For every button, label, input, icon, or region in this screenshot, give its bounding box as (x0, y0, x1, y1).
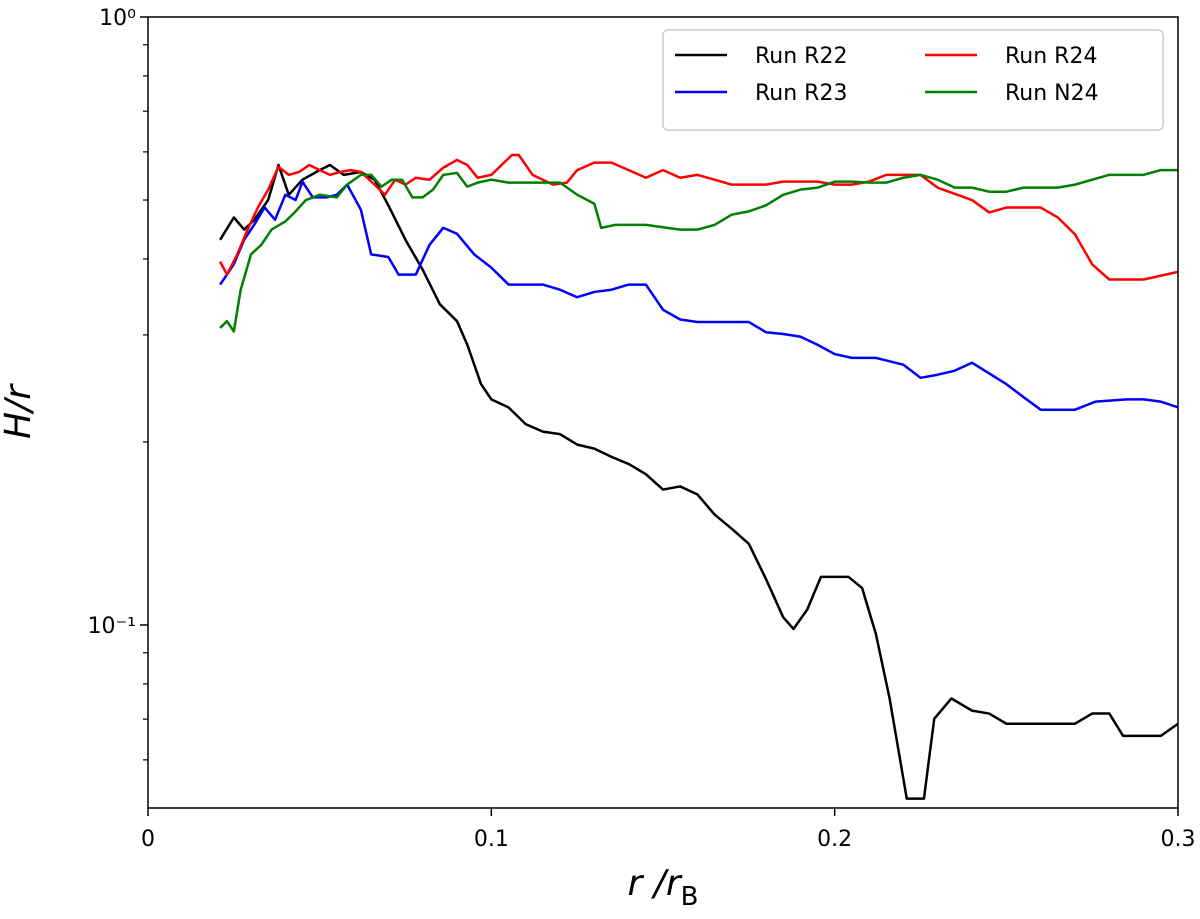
x-tick-label: 0 (141, 827, 155, 852)
series-line (219, 180, 1178, 411)
series-line (219, 163, 1178, 800)
x-axis-label-subscript: B (681, 882, 699, 912)
legend-label: Run R23 (755, 81, 847, 106)
axes-layer: 0 0.1 0.2 0.3 10⁰ 10⁻¹ (88, 6, 1196, 852)
y-tick-label: 10⁰ (99, 6, 136, 31)
lines-layer (218, 153, 1178, 800)
x-axis-label-main: r /r (627, 863, 682, 904)
legend: Run R22 Run R23 Run R24 Run N24 (662, 29, 1164, 131)
legend-box (662, 29, 1164, 131)
legend-label: Run N24 (1005, 81, 1099, 106)
legend-label: Run R24 (1005, 44, 1097, 69)
legend-label: Run R22 (755, 44, 847, 69)
series-line (218, 153, 1178, 281)
series-line (219, 168, 1178, 333)
x-axis-label: r /rB (627, 863, 698, 912)
x-tick-label: 0.1 (474, 827, 509, 852)
y-tick-label: 10⁻¹ (88, 614, 136, 639)
x-tick-label: 0.2 (817, 827, 852, 852)
y-axis-label: H/r (0, 383, 39, 439)
x-tick-label: 0.3 (1161, 827, 1196, 852)
plot-frame (147, 16, 1179, 809)
